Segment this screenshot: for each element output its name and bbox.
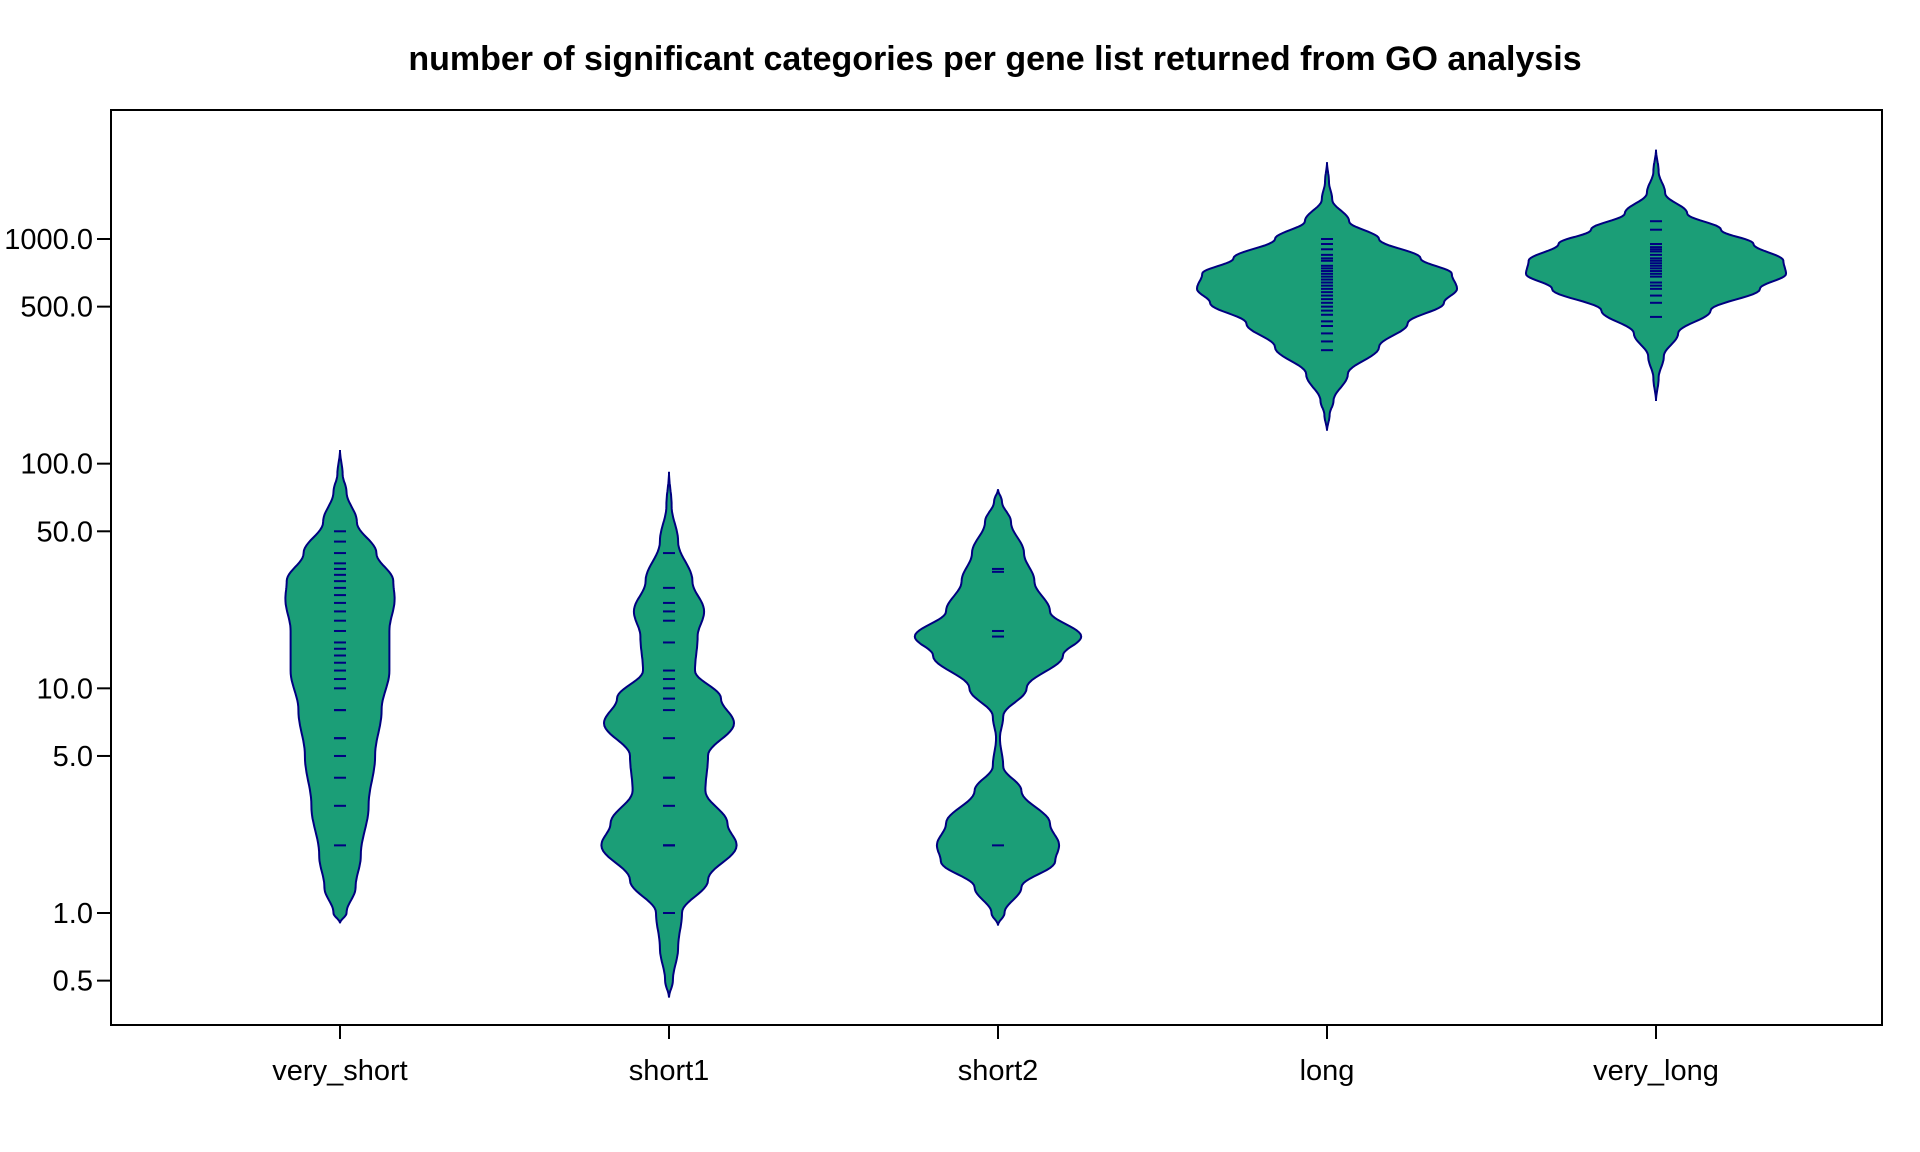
x-tick-label: long [1300, 1055, 1355, 1087]
chart-title: number of significant categories per gen… [408, 40, 1581, 78]
plot-frame [110, 109, 1883, 1026]
violin-short2 [913, 489, 1083, 926]
x-tick-label: very_short [272, 1055, 407, 1087]
y-tick-label: 0.5 [53, 966, 93, 998]
violin-shape [284, 450, 396, 924]
y-tick-label: 500.0 [20, 292, 93, 324]
y-tick-label: 100.0 [20, 449, 93, 481]
y-axis: 0.5 1.0 5.0 10.0 50.0 100.0 500.0 1000.0 [4, 224, 111, 998]
y-tick-label: 1.0 [53, 898, 93, 930]
violin-long [1195, 162, 1459, 431]
x-tick-label: short1 [629, 1055, 710, 1087]
y-tick-label: 10.0 [37, 673, 93, 705]
y-tick-label: 1000.0 [4, 224, 93, 256]
violin-shape [1525, 149, 1787, 401]
y-tick-label: 5.0 [53, 741, 93, 773]
x-axis: very_short short1 short2 long very_long [272, 1025, 1719, 1087]
violins-group [284, 149, 1787, 998]
x-tick-label: short2 [958, 1055, 1039, 1087]
x-tick-label: very_long [1593, 1055, 1719, 1087]
violin-very_short [284, 450, 396, 924]
violin-shape [600, 471, 738, 998]
violin-very_long [1525, 149, 1787, 401]
violin-short1 [600, 471, 738, 998]
violin-shape [913, 489, 1083, 926]
y-tick-label: 50.0 [37, 516, 93, 548]
